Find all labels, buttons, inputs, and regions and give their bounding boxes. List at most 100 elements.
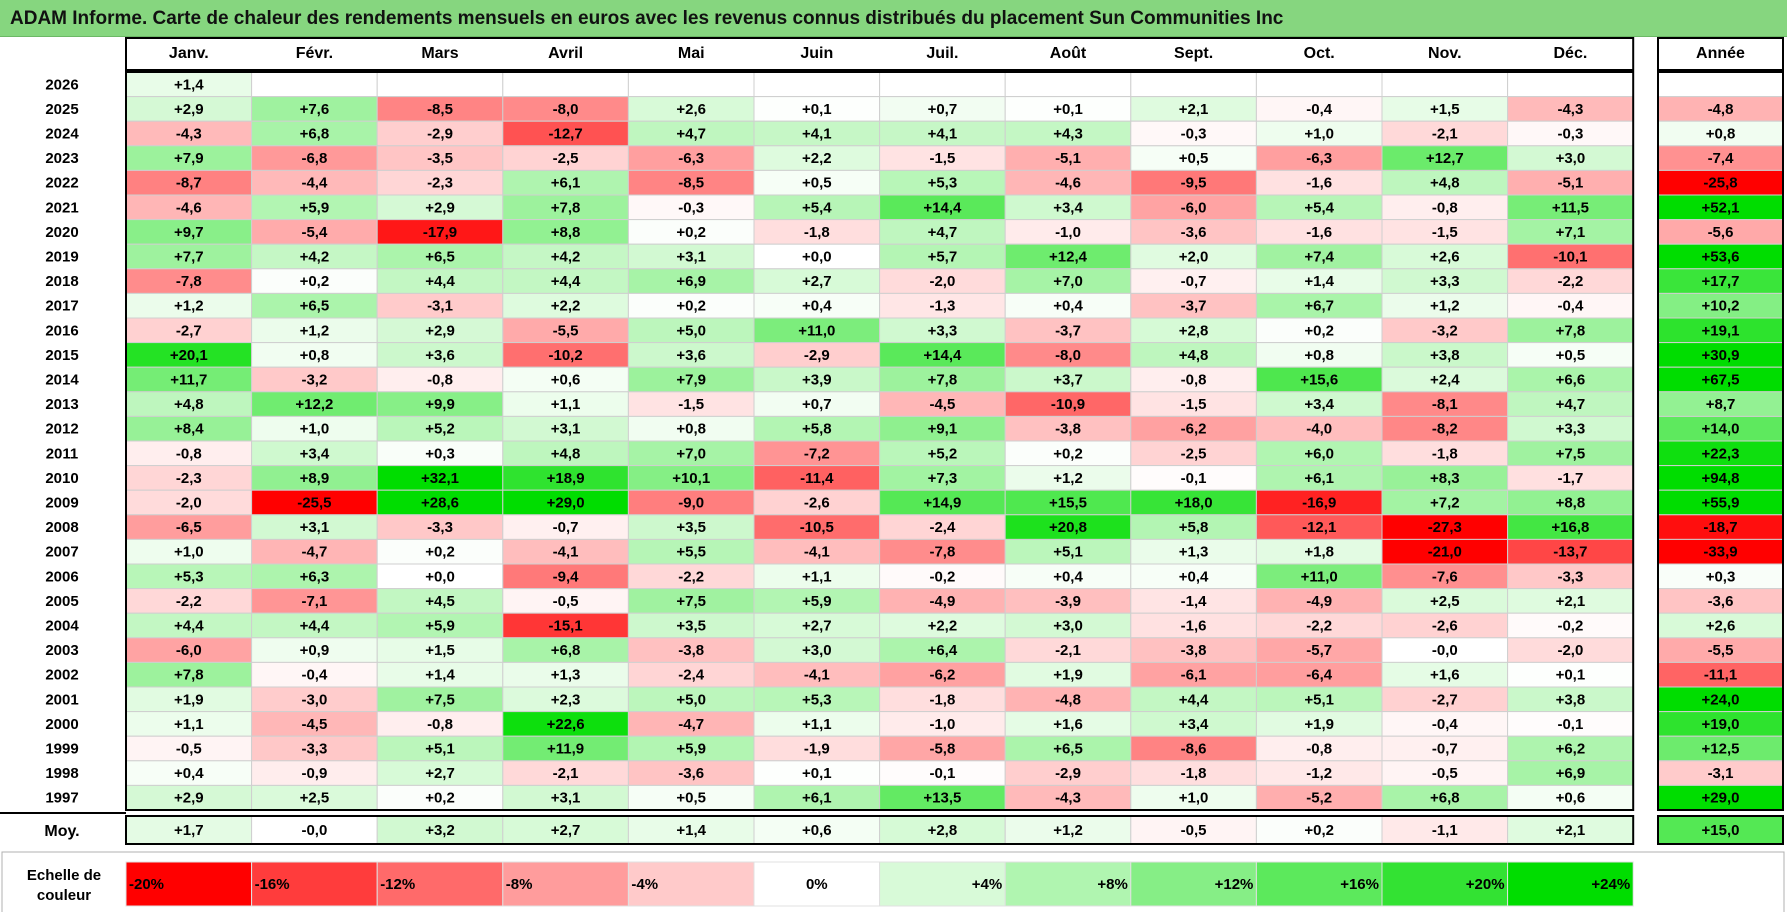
cell-value: +1,0: [174, 544, 204, 561]
annual-value: +67,5: [1702, 372, 1740, 389]
heatmap-cell: [1255, 415, 1383, 442]
year-label: 2010: [45, 470, 78, 487]
annual-frame: [1657, 71, 1784, 811]
cell-value: +0,5: [1179, 150, 1209, 167]
cell-value: -3,5: [427, 150, 453, 167]
cell-value: -0,9: [301, 765, 327, 782]
average-cell: [1507, 815, 1634, 845]
cell-value: -3,7: [1181, 298, 1207, 315]
cell-value: +1,6: [1430, 667, 1460, 684]
cell-value: +4,3: [1053, 126, 1083, 143]
heatmap-cell: [125, 735, 253, 762]
heatmap-cell: [1381, 194, 1509, 221]
annual-cell: [1657, 784, 1784, 811]
cell-value: +7,8: [551, 199, 581, 216]
heatmap-cell: [627, 612, 755, 639]
heatmap-cell: [251, 317, 378, 344]
cell-value: +1,8: [1304, 544, 1334, 561]
cell-value: +6,5: [1053, 741, 1083, 758]
heatmap-cell: [1507, 317, 1634, 344]
heatmap-cell: [753, 169, 881, 196]
cell-value: -4,1: [553, 544, 579, 561]
cell-value: +5,8: [802, 421, 832, 438]
heatmap-cell: [1255, 391, 1383, 417]
cell-value: +2,9: [425, 199, 455, 216]
cell-value: +6,1: [802, 790, 832, 807]
cell-value: -7,1: [301, 593, 327, 610]
heatmap-cell: [251, 784, 378, 811]
cell-value: +10,1: [672, 470, 710, 487]
average-value: +2,1: [1556, 822, 1586, 839]
cell-value: +11,5: [1552, 199, 1589, 216]
cell-value: +1,4: [174, 76, 204, 93]
cell-value: +1,1: [802, 716, 832, 733]
heatmap-cell: [502, 292, 629, 319]
cell-value: -2,9: [427, 126, 453, 143]
year-label: 2002: [45, 667, 78, 684]
cell-value: -1,8: [929, 691, 955, 708]
heatmap-cell: [1130, 268, 1257, 294]
heatmap-cell: [502, 514, 629, 540]
heatmap-cell: [125, 120, 253, 147]
cell-value: +0,9: [300, 642, 330, 659]
cell-value: +15,5: [1049, 495, 1087, 512]
annual-cell: [1657, 342, 1784, 368]
average-cell: [1381, 815, 1509, 845]
cell-value: +20,1: [170, 347, 208, 364]
cell-value: +6,8: [551, 642, 581, 659]
cell-value: +4,5: [425, 593, 455, 610]
heatmap-cell: [1507, 735, 1634, 762]
cell-value: +8,8: [551, 224, 581, 241]
heatmap-cell: [879, 563, 1006, 590]
legend-swatch: [1381, 861, 1509, 907]
heatmap-cell: [1255, 538, 1383, 565]
cell-value: +0,8: [300, 347, 330, 364]
cell-value: -4,7: [678, 716, 704, 733]
cell-value: +1,2: [300, 322, 330, 339]
heatmap-cell: [1255, 243, 1383, 270]
heatmap-cell: [753, 145, 881, 171]
cell-value: +4,1: [928, 126, 958, 143]
cell-value: +0,5: [802, 175, 832, 192]
legend-label-line2: couleur: [37, 887, 91, 904]
cell-value: -0,2: [929, 568, 955, 585]
annual-cell: [1657, 711, 1784, 737]
cell-value: +3,6: [676, 347, 706, 364]
heatmap-cell: [753, 71, 881, 98]
heatmap-cell: [502, 169, 629, 196]
cell-value: +0,0: [425, 568, 455, 585]
cell-value: -7,8: [176, 273, 202, 290]
average-value: -0,5: [1181, 822, 1207, 839]
cell-value: +3,7: [1053, 372, 1083, 389]
heatmap-cell: [1255, 219, 1383, 245]
heatmap-cell: [1381, 465, 1509, 491]
cell-value: +6,7: [1304, 298, 1334, 315]
cell-value: +0,3: [425, 445, 455, 462]
cell-value: +1,1: [802, 568, 832, 585]
cell-value: -1,8: [804, 224, 830, 241]
cell-value: +0,4: [802, 298, 832, 315]
legend-swatch: [1507, 861, 1634, 907]
heatmap-cell: [125, 96, 253, 122]
cell-value: +14,4: [923, 347, 962, 364]
cell-value: -8,1: [1432, 396, 1458, 413]
cell-value: +0,1: [802, 101, 832, 118]
heatmap-cell: [879, 637, 1006, 663]
cell-value: -6,1: [1181, 667, 1207, 684]
heatmap-cell: [1255, 563, 1383, 590]
cell-value: -17,9: [423, 224, 457, 241]
cell-value: +12,2: [295, 396, 333, 413]
heatmap-cell: [125, 391, 253, 417]
heatmap-cell: [1004, 538, 1132, 565]
cell-value: -4,7: [301, 544, 327, 561]
heatmap-cell: [502, 243, 629, 270]
heatmap-cell: [502, 563, 629, 590]
annual-value: -3,1: [1708, 765, 1734, 782]
cell-value: -3,2: [1432, 322, 1458, 339]
heatmap-cell: [1004, 169, 1132, 196]
heatmap-cell: [1130, 194, 1257, 221]
cell-value: +2,2: [928, 618, 958, 635]
cell-value: -2,6: [1432, 618, 1458, 635]
heatmap-cell: [1130, 588, 1257, 614]
cell-value: -2,5: [553, 150, 579, 167]
